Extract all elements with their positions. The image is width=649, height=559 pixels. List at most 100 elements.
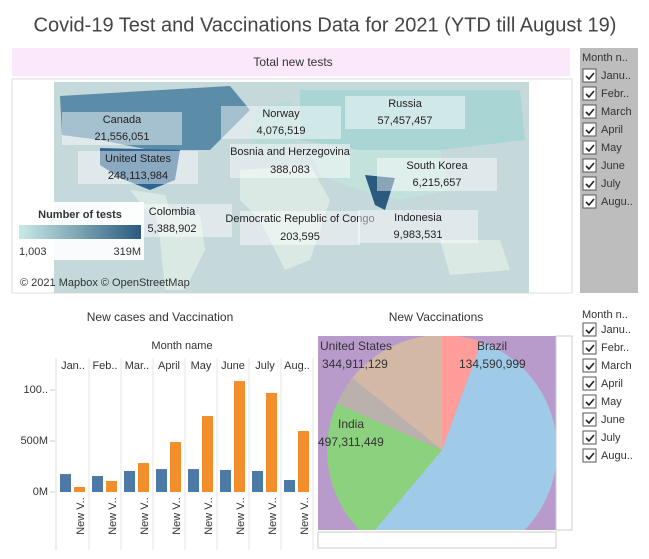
filter-item: July bbox=[601, 178, 621, 190]
filters: Month n.. Janu.. Febr.. March April May June Ju… bbox=[582, 52, 633, 463]
india bbox=[365, 175, 395, 210]
map-value: 9,983,531 bbox=[394, 229, 443, 241]
x-category: Feb.. bbox=[92, 360, 117, 372]
filter-checkbox[interactable] bbox=[582, 394, 597, 409]
bar bbox=[234, 381, 245, 492]
bar bbox=[92, 475, 103, 492]
map-land bbox=[60, 86, 525, 290]
map-label-bg bbox=[377, 158, 497, 191]
filter-checkbox[interactable] bbox=[582, 194, 597, 209]
map-value: 21,556,051 bbox=[94, 131, 149, 143]
map-label-bg bbox=[78, 151, 198, 184]
x-sublabel: New V.. bbox=[107, 497, 119, 535]
check-mark bbox=[585, 326, 595, 335]
check-mark bbox=[585, 344, 595, 353]
filter-checkbox[interactable] bbox=[582, 412, 597, 427]
filter-item: March bbox=[601, 360, 632, 372]
slice-value: 344,911,129 bbox=[322, 357, 388, 371]
filter-checkbox[interactable] bbox=[582, 122, 597, 137]
filter-checkbox[interactable] bbox=[582, 376, 597, 391]
bar bbox=[138, 463, 149, 492]
slice-value: 134,590,999 bbox=[459, 357, 526, 371]
australia bbox=[440, 240, 510, 275]
filter-title: Month n.. bbox=[582, 309, 628, 321]
filter-checkbox[interactable] bbox=[582, 68, 597, 83]
canada bbox=[60, 86, 250, 150]
filter-title: Month n.. bbox=[582, 52, 628, 64]
filter-item: May bbox=[601, 142, 622, 154]
scrollbar-v[interactable] bbox=[555, 335, 573, 531]
map-label-bg bbox=[62, 112, 182, 145]
scrollbar-h[interactable] bbox=[317, 531, 557, 549]
russia bbox=[300, 90, 525, 150]
filter-item: May bbox=[601, 396, 622, 408]
usa bbox=[100, 148, 180, 190]
south-america bbox=[155, 210, 205, 290]
legend-title: Number of tests bbox=[38, 209, 122, 221]
slice-label: Brazil bbox=[477, 339, 507, 353]
filter-item: Janu.. bbox=[601, 324, 631, 336]
bar bbox=[156, 469, 167, 492]
filter-item: June bbox=[601, 160, 625, 172]
pie-slice bbox=[327, 403, 442, 530]
bar bbox=[74, 487, 85, 492]
map-legend: Number of tests 1,003 319M bbox=[14, 202, 144, 260]
check-mark bbox=[585, 72, 595, 81]
pie-chart: New Vaccinations Brazil 134,590,999 India 49… bbox=[318, 310, 556, 530]
check-mark bbox=[585, 198, 595, 207]
filter-checkbox[interactable] bbox=[582, 340, 597, 355]
slice-value: 497,311,449 bbox=[318, 435, 384, 449]
bar-chart: New cases and Vaccination Month name 0M 500… bbox=[20, 310, 314, 550]
bar bbox=[266, 392, 277, 492]
map-header bbox=[12, 48, 570, 76]
map-value: 388,083 bbox=[270, 164, 310, 176]
filter-checkbox[interactable] bbox=[582, 358, 597, 373]
y-tick-label: 500M bbox=[20, 435, 48, 447]
filter-checkbox[interactable] bbox=[582, 176, 597, 191]
filter-checkbox[interactable] bbox=[582, 448, 597, 463]
x-category: May bbox=[191, 360, 212, 372]
filter-item: Febr.. bbox=[601, 342, 629, 354]
map-country: Canada bbox=[103, 114, 142, 126]
column-header: Month name bbox=[151, 340, 212, 352]
x-category: July bbox=[255, 360, 275, 372]
bar bbox=[202, 416, 213, 492]
map-country: Colombia bbox=[149, 206, 196, 218]
bar bbox=[298, 431, 309, 492]
check-mark bbox=[585, 162, 595, 171]
legend-gradient bbox=[19, 225, 141, 239]
filter-checkbox[interactable] bbox=[582, 158, 597, 173]
filter-checkbox[interactable] bbox=[582, 430, 597, 445]
bar bbox=[188, 469, 199, 492]
slice-label: India bbox=[338, 417, 364, 431]
map-label-bg bbox=[358, 210, 478, 243]
x-category: April bbox=[158, 360, 180, 372]
filter-item: Janu.. bbox=[601, 70, 631, 82]
map-label-bg bbox=[345, 96, 465, 129]
map-label-bg bbox=[240, 211, 360, 245]
filter-item: June bbox=[601, 414, 625, 426]
x-sublabel: New V.. bbox=[139, 497, 151, 535]
filter-checkbox[interactable] bbox=[582, 140, 597, 155]
map-attribution: © 2021 Mapbox © OpenStreetMap bbox=[20, 277, 190, 289]
map-country: Indonesia bbox=[394, 212, 443, 224]
check-mark bbox=[585, 126, 595, 135]
bar bbox=[284, 479, 295, 492]
check-mark bbox=[585, 90, 595, 99]
bar bbox=[170, 442, 181, 492]
filter-checkbox[interactable] bbox=[582, 322, 597, 337]
map-country: South Korea bbox=[406, 160, 468, 172]
map-value: 248,113,984 bbox=[108, 170, 168, 182]
filter-checkbox[interactable] bbox=[582, 104, 597, 119]
map-value: 4,076,519 bbox=[257, 125, 306, 137]
x-sublabel: New V.. bbox=[267, 497, 279, 535]
x-sublabel: New V.. bbox=[75, 497, 87, 535]
filter-checkbox[interactable] bbox=[582, 86, 597, 101]
map-value: 5,388,902 bbox=[148, 223, 197, 235]
legend-max: 319M bbox=[113, 246, 141, 258]
map-value: 6,215,657 bbox=[413, 177, 462, 189]
europe bbox=[250, 100, 300, 150]
check-mark bbox=[585, 452, 595, 461]
y-tick-label: 100.. bbox=[24, 384, 48, 396]
map-labels: Canada 21,556,051 United States 248,113,984… bbox=[62, 96, 497, 245]
